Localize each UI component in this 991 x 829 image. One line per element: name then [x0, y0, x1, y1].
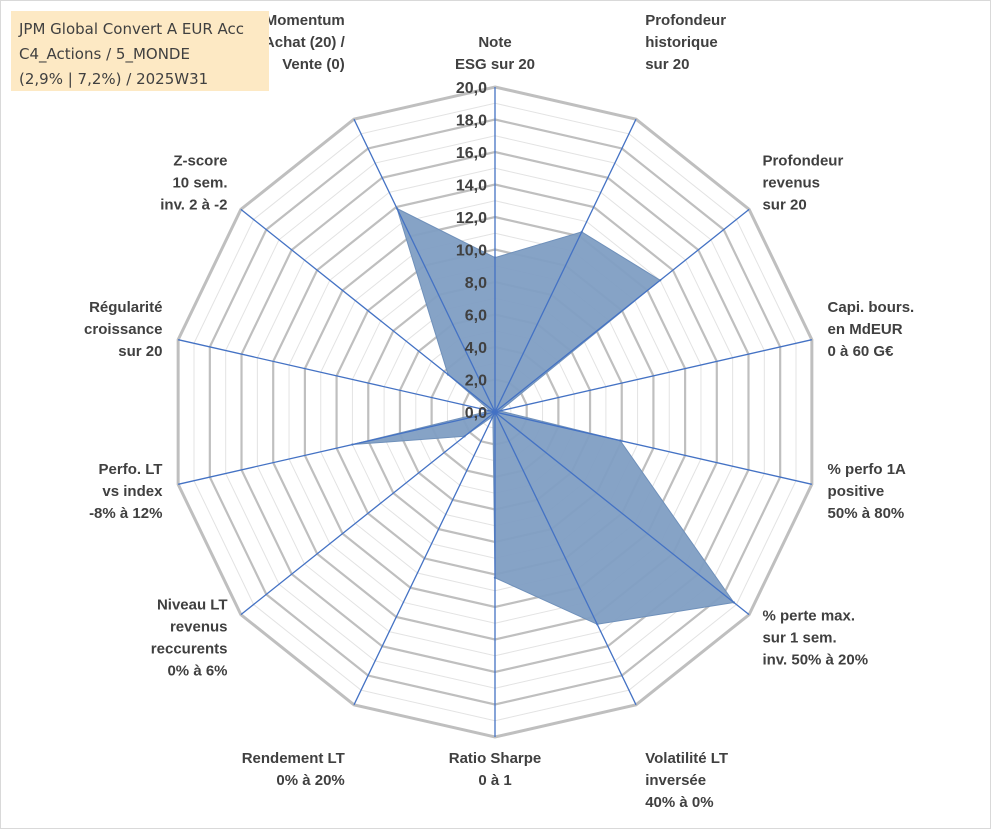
radar-spoke [353, 118, 496, 413]
radar-axis-labels: Note ESG sur 20 Profondeur historique sur 20… [84, 12, 914, 811]
axis-label: sur 1 sem. [762, 630, 836, 647]
axis-label: ESG sur 20 [455, 56, 535, 73]
axis-label: revenus [762, 174, 820, 191]
radar-spoke [494, 411, 637, 706]
axis-label: 0% à 6% [167, 663, 227, 680]
radar-spoke [494, 411, 750, 616]
radar-spoke [240, 411, 496, 616]
axis-label-group: Volatilité LT inversée 40% à 0% [645, 750, 728, 811]
axis-label: sur 20 [762, 196, 806, 213]
axis-label: inv. 2 à -2 [160, 196, 227, 213]
radar-spoke [178, 339, 496, 413]
axis-label: Volatilité LT [645, 750, 728, 767]
tick-label: 0,0 [465, 405, 487, 422]
axis-label: revenus [170, 619, 228, 636]
radar-spoke [494, 208, 750, 413]
axis-label: Profondeur [645, 12, 726, 29]
axis-label: sur 20 [118, 343, 162, 360]
tick-label: 12,0 [456, 210, 487, 227]
axis-label-group: Profondeur historique sur 20 [645, 12, 726, 73]
axis-label: Vente (0) [282, 56, 345, 73]
series-area [352, 207, 735, 625]
axis-label: historique [645, 34, 718, 51]
axis-label: croissance [84, 321, 162, 338]
chart-subtitle-stats: (2,9% | 7,2%) / 2025W31 [19, 70, 209, 88]
radar-spoke [240, 208, 496, 413]
axis-label: Note [478, 34, 511, 51]
axis-label-group: Perfo. LT vs index -8% à 12% [89, 461, 163, 522]
chart-title: JPM Global Convert A EUR Acc [19, 20, 245, 38]
axis-label-group: Z-score 10 sem. inv. 2 à -2 [160, 152, 227, 213]
axis-label: % perfo 1A [828, 461, 907, 478]
radar-spoke [494, 118, 637, 413]
tick-label: 18,0 [456, 113, 487, 130]
axis-label: 0 à 60 G€ [828, 343, 895, 360]
axis-label-group: Niveau LT revenus reccurents 0% à 6% [151, 597, 228, 680]
axis-label-group: % perfo 1A positive 50% à 80% [828, 461, 907, 522]
chart-subtitle-category: C4_Actions / 5_MONDE [19, 45, 190, 63]
tick-label: 10,0 [456, 243, 487, 260]
axis-label: 10 sem. [172, 174, 227, 191]
radar-spoke [494, 411, 812, 485]
tick-label: 8,0 [465, 275, 487, 292]
tick-label: 16,0 [456, 145, 487, 162]
axis-label: 50% à 80% [828, 505, 905, 522]
axis-label: 0 à 1 [478, 772, 511, 789]
chart-title-box: JPM Global Convert A EUR Acc C4_Actions … [11, 11, 269, 91]
axis-label-group: Profondeur revenus sur 20 [762, 152, 843, 213]
axis-label: Régularité [89, 299, 162, 316]
radar-spoke [178, 411, 496, 485]
axis-label-group: Momentum Achat (20) / Vente (0) [264, 12, 346, 73]
axis-label: 40% à 0% [645, 794, 713, 811]
axis-label-group: Ratio Sharpe 0 à 1 [449, 750, 542, 789]
axis-label: inversée [645, 772, 706, 789]
axis-label: Ratio Sharpe [449, 750, 542, 767]
radar-series [351, 207, 736, 626]
axis-label: Rendement LT [242, 750, 345, 767]
axis-label: Perfo. LT [99, 461, 163, 478]
axis-label: Capi. bours. [828, 299, 915, 316]
axis-label-group: Capi. bours. en MdEUR 0 à 60 G€ [828, 299, 915, 360]
axis-label: reccurents [151, 641, 228, 658]
radar-tick-labels: 0,0 2,0 4,0 6,0 8,0 10,0 12,0 14,0 16,0 18,0 20,0 [456, 80, 487, 422]
radar-spokes [178, 87, 812, 737]
axis-label: Momentum [265, 12, 345, 29]
tick-label: 20,0 [456, 80, 487, 97]
axis-label: sur 20 [645, 56, 689, 73]
axis-label: Niveau LT [157, 597, 228, 614]
axis-label: en MdEUR [828, 321, 903, 338]
tick-label: 4,0 [465, 340, 487, 357]
axis-label-group: Note ESG sur 20 [455, 34, 535, 73]
tick-label: 6,0 [465, 308, 487, 325]
axis-label: Z-score [173, 152, 227, 169]
axis-label-group: % perte max. sur 1 sem. inv. 50% à 20% [762, 608, 868, 669]
tick-label: 14,0 [456, 178, 487, 195]
radar-spoke [353, 411, 496, 706]
axis-label-group: Rendement LT 0% à 20% [242, 750, 345, 789]
axis-label: Profondeur [762, 152, 843, 169]
tick-label: 2,0 [465, 373, 487, 390]
axis-label: inv. 50% à 20% [762, 652, 868, 669]
axis-label-group: Régularité croissance sur 20 [84, 299, 162, 360]
axis-label: -8% à 12% [89, 505, 162, 522]
axis-label: % perte max. [762, 608, 855, 625]
axis-label: 0% à 20% [276, 772, 344, 789]
axis-label: positive [828, 483, 885, 500]
axis-label: Achat (20) / [264, 34, 346, 51]
axis-label: vs index [102, 483, 163, 500]
radar-spoke [494, 339, 812, 413]
